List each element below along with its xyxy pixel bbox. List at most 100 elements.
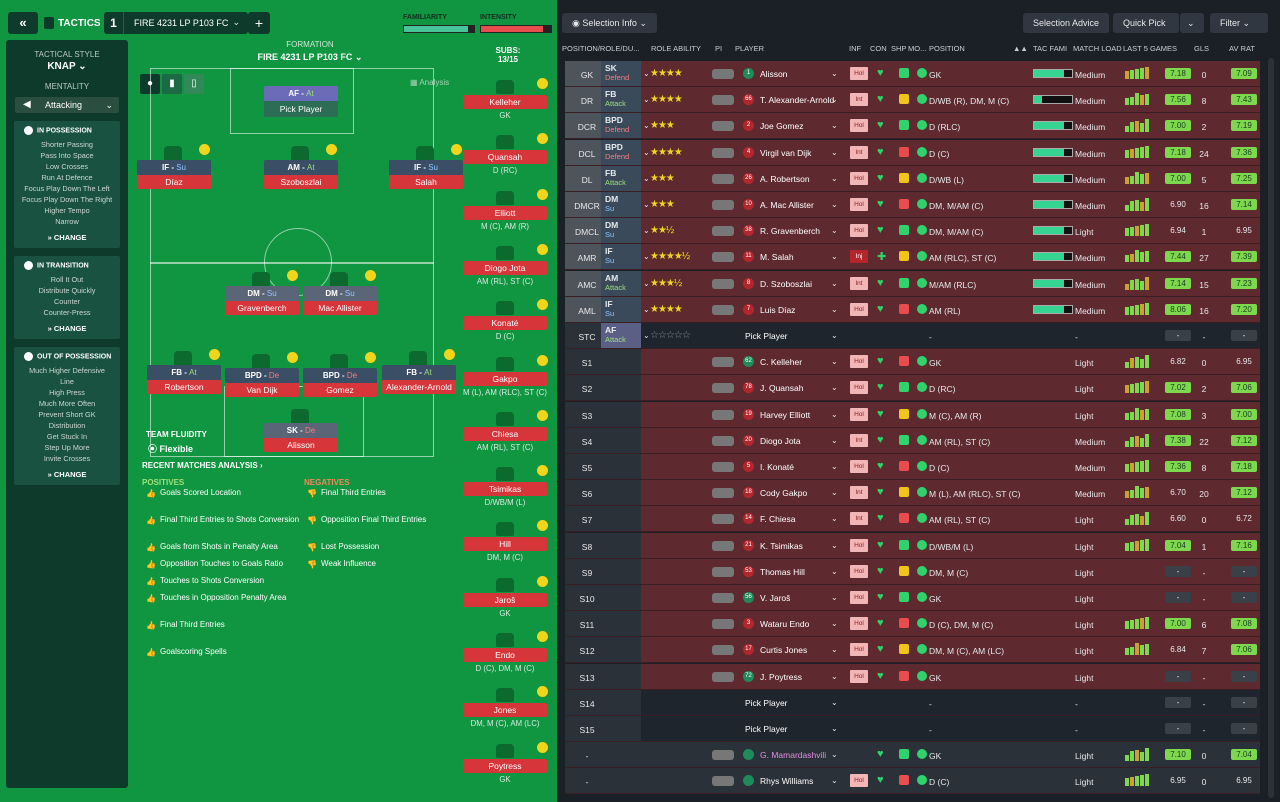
swap-icon[interactable] — [537, 742, 548, 753]
chevron-down-icon[interactable]: ⌄ — [643, 174, 650, 183]
swap-icon[interactable] — [444, 349, 455, 360]
formation-slot[interactable]: IF - Su Díaz — [137, 160, 211, 189]
chevron-down-icon[interactable]: ⌄ — [831, 698, 838, 707]
table-row[interactable]: DCL BPD Defend ⌄ ★★★★ 4 Virgil van Dijk ⌄ Int ♥ D … — [565, 140, 1260, 166]
table-row[interactable]: - G. Mamardashvili ⌄ ♥ GK Light 7.10 0 7.04 — [565, 742, 1260, 768]
swap-icon[interactable] — [209, 349, 220, 360]
instruction-item[interactable]: Much Higher Defensive — [14, 365, 120, 376]
instruction-item[interactable]: Much More Often — [14, 398, 120, 409]
chevron-down-icon[interactable]: ⌄ — [831, 436, 838, 445]
player-name[interactable]: Virgil van Dijk — [760, 148, 811, 158]
col-tac-fami[interactable]: TAC FAMI — [1033, 44, 1067, 53]
player-instructions-icon[interactable] — [712, 279, 734, 289]
back-button[interactable]: « — [8, 12, 38, 34]
col-last5[interactable]: LAST 5 GAMES — [1123, 44, 1177, 53]
table-row[interactable]: DCR BPD Defend ⌄ ★★★ 2 Joe Gomez ⌄ Hol ♥ D (RLC) Me… — [565, 113, 1260, 139]
player-name[interactable]: I. Konaté — [760, 462, 794, 472]
formation-selector[interactable]: FIRE 4231 LP P103 FC ⌄ — [230, 52, 390, 63]
player-name[interactable]: R. Gravenberch — [760, 226, 820, 236]
player-name-tag[interactable]: Mac Allister — [303, 301, 377, 315]
selection-info-button[interactable]: ◉ Selection Info ⌄ — [562, 13, 657, 33]
formation-slot[interactable]: BPD - De Gomez — [303, 368, 377, 397]
player-instructions-icon[interactable] — [712, 593, 734, 603]
formation-slot[interactable]: FB - At Alexander-Arnold — [382, 365, 456, 394]
player-name-tag[interactable]: Szoboszlai — [264, 175, 338, 189]
sub-name[interactable]: Chiesa — [463, 427, 547, 441]
instruction-item[interactable]: High Press — [14, 387, 120, 398]
table-row[interactable]: S2 78 J. Quansah ⌄ Hol ♥ D (RC) Light 7.02 2 7.06 — [565, 375, 1260, 401]
chevron-down-icon[interactable]: ⌄ — [831, 567, 838, 576]
instruction-item[interactable]: Step Up More — [14, 442, 120, 453]
instruction-item[interactable]: Focus Play Down The Left — [14, 183, 120, 194]
swap-icon[interactable] — [537, 465, 548, 476]
chevron-down-icon[interactable]: ⌄ — [831, 514, 838, 523]
chevron-down-icon[interactable]: ⌄ — [831, 121, 838, 130]
sub-player[interactable]: Endo D (C), DM, M (C) — [461, 633, 549, 687]
chevron-down-icon[interactable]: ⌄ — [831, 200, 838, 209]
add-tactic-button[interactable]: + — [248, 12, 270, 34]
formation-slot[interactable]: AF - At Pick Player — [264, 86, 338, 117]
player-name[interactable]: Diogo Jota — [760, 436, 801, 446]
player-name-tag[interactable]: Alexander-Arnold — [382, 380, 456, 394]
player-instructions-icon[interactable] — [712, 776, 734, 786]
table-row[interactable]: DMCL DM Su ⌄ ★★½ 38 R. Gravenberch ⌄ Hol ♥ DM, M/A… — [565, 218, 1260, 244]
col-con[interactable]: CON — [870, 44, 887, 53]
table-row[interactable]: AMR IF Su ⌄ ★★★★½ 11 M. Salah ⌄ Inj ✚ AM (RLC), ST… — [565, 244, 1260, 270]
chevron-down-icon[interactable]: ⌄ — [831, 462, 838, 471]
table-row[interactable]: S12 17 Curtis Jones ⌄ Hol ♥ DM, M (C), AM (LC)… — [565, 637, 1260, 663]
sub-player[interactable]: Gakpo M (L), AM (RLC), ST (C) — [461, 357, 549, 411]
table-row[interactable]: S8 21 K. Tsimikas ⌄ Hol ♥ D/WB/M (L) Light 7.04 1… — [565, 533, 1260, 559]
role-tag[interactable]: AM - At — [264, 160, 338, 175]
player-instructions-icon[interactable] — [712, 69, 734, 79]
chevron-down-icon[interactable]: ⌄ — [643, 331, 650, 340]
in-transition-change-button[interactable]: » CHANGE — [14, 324, 120, 333]
chevron-down-icon[interactable]: ⌄ — [643, 69, 650, 78]
instruction-item[interactable]: Distribution — [14, 420, 120, 431]
chevron-down-icon[interactable]: ⌄ — [643, 200, 650, 209]
player-name[interactable]: Pick Player — [745, 724, 788, 734]
table-row[interactable]: DL FB Attack ⌄ ★★★ 26 A. Robertson ⌄ Hol ♥ D/WB (L… — [565, 166, 1260, 192]
player-name-tag[interactable]: Salah — [389, 175, 463, 189]
player-name[interactable]: D. Szoboszlai — [760, 279, 812, 289]
player-instructions-icon[interactable] — [712, 121, 734, 131]
role-tag[interactable]: IF - Su — [389, 160, 463, 175]
swap-icon[interactable] — [287, 352, 298, 363]
player-instructions-icon[interactable] — [712, 148, 734, 158]
instruction-item[interactable]: Pass Into Space — [14, 150, 120, 161]
player-name[interactable]: F. Chiesa — [760, 514, 795, 524]
sub-player[interactable]: Konaté D (C) — [461, 301, 549, 355]
player-name[interactable]: Alisson — [760, 69, 787, 79]
player-instructions-icon[interactable] — [712, 488, 734, 498]
player-name[interactable]: K. Tsimikas — [760, 541, 803, 551]
player-instructions-icon[interactable] — [712, 672, 734, 682]
player-name[interactable]: M. Salah — [760, 252, 794, 262]
sub-name[interactable]: Diogo Jota — [463, 261, 547, 275]
player-instructions-icon[interactable] — [712, 200, 734, 210]
chevron-down-icon[interactable]: ⌄ — [831, 357, 838, 366]
chevron-down-icon[interactable]: ⌄ — [831, 645, 838, 654]
player-name-tag[interactable]: Robertson — [147, 380, 221, 394]
swap-icon[interactable] — [365, 270, 376, 281]
chevron-down-icon[interactable]: ⌄ — [831, 279, 838, 288]
col-player[interactable]: PLAYER — [735, 44, 764, 53]
tactical-style-selector[interactable]: KNAP ⌄ — [6, 61, 128, 72]
swap-icon[interactable] — [537, 355, 548, 366]
player-name-tag[interactable]: Gomez — [303, 383, 377, 397]
table-row[interactable]: S13 72 J. Poytress ⌄ Hol ♥ GK Light - - - — [565, 664, 1260, 690]
player-name[interactable]: Pick Player — [745, 331, 788, 341]
swap-icon[interactable] — [537, 520, 548, 531]
table-row[interactable]: S15 Pick Player ⌄ - - - - - — [565, 716, 1260, 742]
chevron-down-icon[interactable]: ⌄ — [643, 148, 650, 157]
player-name[interactable]: A. Robertson — [760, 174, 810, 184]
swap-icon[interactable] — [537, 686, 548, 697]
chevron-down-icon[interactable]: ⌄ — [831, 226, 838, 235]
col-shp[interactable]: SHP — [891, 44, 906, 53]
sub-name[interactable]: Kelleher — [463, 95, 547, 109]
swap-icon[interactable] — [199, 144, 210, 155]
sub-name[interactable]: Poytress — [463, 759, 547, 773]
table-row[interactable]: STC AF Attack ⌄ ☆☆☆☆☆ Pick Player ⌄ - - - - - — [565, 323, 1260, 349]
player-name[interactable]: Pick Player — [745, 698, 788, 708]
player-instructions-icon[interactable] — [712, 619, 734, 629]
instruction-item[interactable]: Roll It Out — [14, 274, 120, 285]
chevron-down-icon[interactable]: ⌄ — [643, 252, 650, 261]
